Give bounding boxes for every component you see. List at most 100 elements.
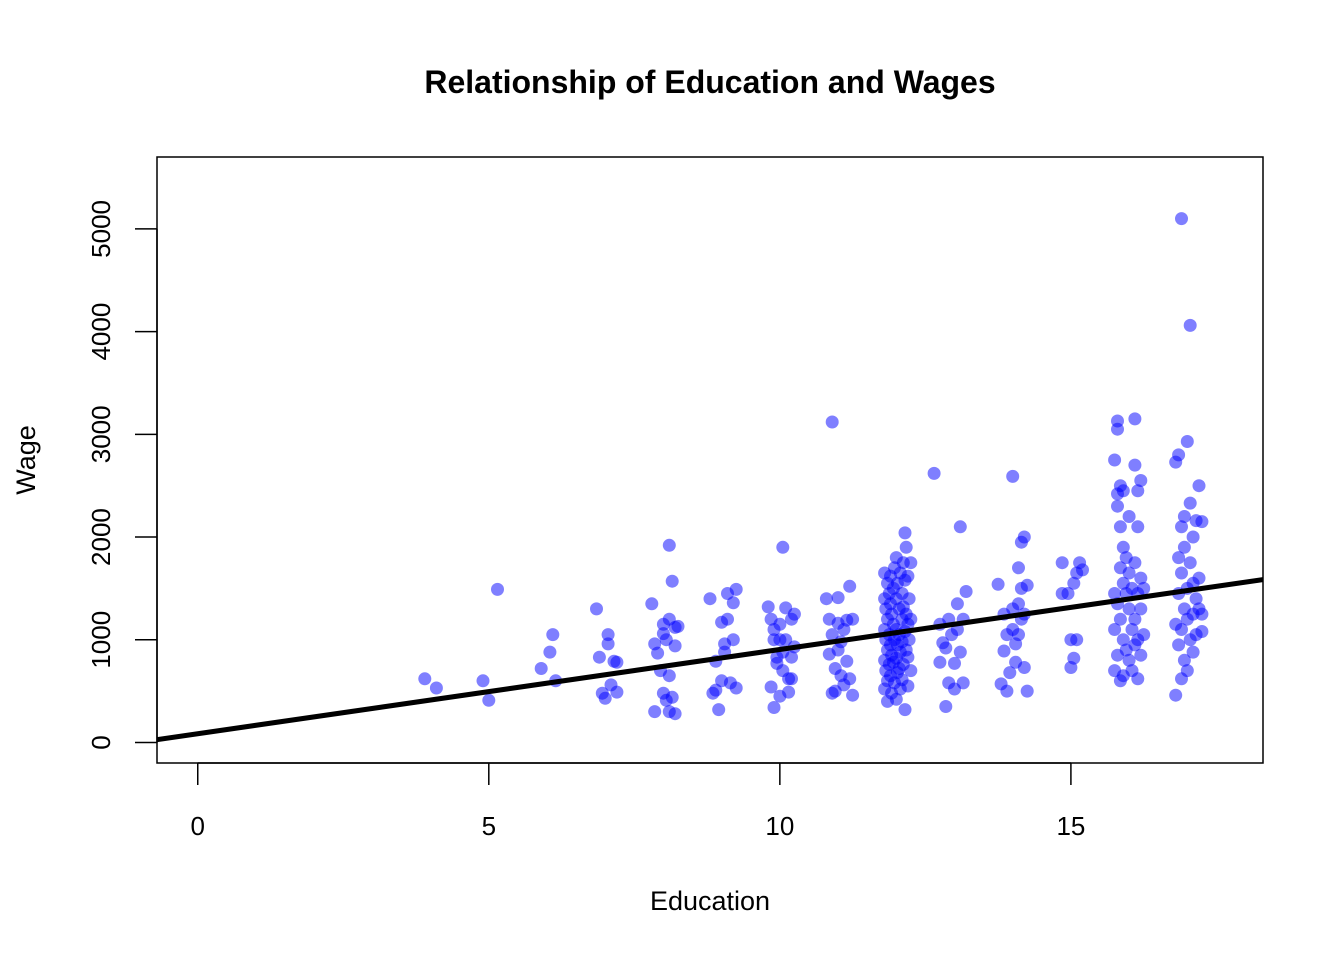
data-point [598,691,612,705]
data-point [1180,435,1194,448]
data-point [785,672,798,686]
data-point [1134,648,1148,662]
data-point [1061,587,1075,600]
data-point [1195,607,1209,621]
data-point [1183,496,1197,510]
data-point [1012,597,1025,611]
data-point [482,693,496,707]
data-point [1012,561,1025,575]
data-point [840,654,854,668]
regression-line [157,577,1263,743]
data-point [1180,664,1194,678]
data-point [662,705,676,719]
data-point [662,538,676,552]
data-point [843,672,857,686]
data-point [997,644,1011,658]
y-tick-label: 0 [86,735,116,749]
data-point [601,637,615,651]
data-point [846,688,860,702]
data-point [953,520,967,534]
data-point [1195,625,1209,638]
data-point [950,597,964,611]
data-point [703,592,717,606]
y-axis-label: Wage [11,425,41,495]
data-point [948,656,961,670]
data-point [1116,484,1130,498]
data-point [902,592,916,606]
data-point [610,685,624,699]
data-point [1003,666,1017,680]
data-point [1017,661,1031,674]
data-point [1070,633,1084,647]
data-point [825,628,839,642]
y-axis: 0 1000 2000 3000 4000 5000 [86,200,158,750]
data-point [767,701,781,714]
data-point [764,680,778,694]
data-point [1134,474,1148,487]
data-point [1192,479,1206,493]
data-point [779,633,793,647]
data-point [645,597,659,611]
data-point [1131,672,1145,686]
data-point [819,592,833,606]
data-point [590,602,603,616]
data-point [1186,645,1200,659]
data-point [1189,592,1203,606]
data-point [825,415,839,429]
data-point [787,607,801,621]
y-tick-label: 2000 [86,508,116,566]
data-point [1128,458,1142,472]
data-point [1131,520,1145,534]
data-point [782,685,796,699]
data-point [889,692,903,706]
data-point [729,582,743,596]
data-point [1131,484,1145,498]
data-point [898,703,912,717]
data-point [476,674,490,688]
chart-title: Relationship of Education and Wages [424,64,995,100]
data-point [898,526,912,540]
data-point [1172,638,1186,652]
data-point [648,705,662,719]
data-point [904,612,918,626]
data-point [901,569,915,583]
data-point [665,690,679,704]
data-point [491,582,504,596]
data-point [939,700,953,713]
x-tick-label: 0 [191,811,205,841]
data-point [899,540,913,554]
data-point [776,540,790,554]
data-point [534,662,548,675]
data-point [712,703,726,717]
data-point [1020,684,1034,698]
data-point [902,633,916,647]
data-point [1000,684,1014,698]
data-point [901,650,915,664]
data-point [1111,422,1124,436]
data-point [773,617,787,631]
data-point [1128,556,1142,570]
data-point [651,646,665,660]
data-point [1055,556,1069,570]
data-point [933,655,947,669]
data-point [1017,530,1031,544]
data-point [1122,510,1136,523]
data-point [1113,612,1127,626]
y-tick-label: 4000 [86,303,116,361]
data-point [671,619,685,633]
data-point [1128,612,1142,626]
data-point [592,650,606,664]
data-point [1177,653,1191,667]
data-point [1122,653,1136,667]
data-point [1122,566,1136,580]
data-point [1183,556,1197,570]
data-point [429,681,443,695]
data-point [1172,551,1186,565]
data-point [418,672,432,686]
data-point [729,681,743,695]
x-axis: 0 5 10 15 [191,762,1085,841]
x-tick-label: 5 [482,811,496,841]
data-point [1067,576,1081,590]
data-point [904,664,918,678]
